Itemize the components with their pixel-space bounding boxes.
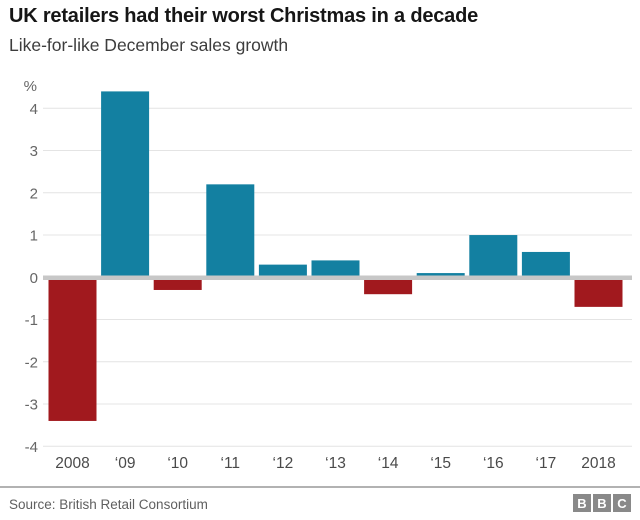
y-axis-tick-label: -1 xyxy=(25,312,38,329)
bbc-logo-block-b1: B xyxy=(573,494,591,512)
y-axis-tick-label: 3 xyxy=(30,143,38,160)
y-axis-tick-label: 2 xyxy=(30,185,38,202)
chart-subtitle: Like-for-like December sales growth xyxy=(9,35,289,55)
source-label: Source: British Retail Consortium xyxy=(9,497,208,512)
bar xyxy=(311,260,360,280)
x-axis-tick-label: ‘17 xyxy=(536,455,557,472)
x-axis-tick-label: 2008 xyxy=(55,455,89,472)
x-axis-tick-label: ‘14 xyxy=(378,455,399,472)
zero-line xyxy=(43,275,632,280)
bar xyxy=(574,275,623,307)
y-axis-unit-label: % xyxy=(24,78,37,95)
chart-title: UK retailers had their worst Christmas i… xyxy=(9,5,479,27)
bbc-logo-block-b2: B xyxy=(593,494,611,512)
bbc-logo-block-c: C xyxy=(613,494,631,512)
x-axis-tick-label: 2018 xyxy=(581,455,615,472)
x-axis-tick-label: ‘12 xyxy=(273,455,294,472)
bar xyxy=(469,235,518,280)
y-axis-tick-label: -3 xyxy=(25,397,38,414)
x-axis-tick-label: ‘13 xyxy=(325,455,346,472)
bar xyxy=(364,275,413,295)
x-axis-tick-label: ‘11 xyxy=(221,455,241,472)
bar xyxy=(48,275,97,421)
x-axis-tick-label: ‘16 xyxy=(483,455,504,472)
y-axis-tick-label: -2 xyxy=(25,354,38,371)
x-axis-tick-label: ‘15 xyxy=(430,455,451,472)
y-axis-tick-label: 0 xyxy=(30,270,38,287)
y-axis-tick-label: 1 xyxy=(30,228,38,245)
bbc-logo: B B C xyxy=(573,494,631,512)
x-axis-tick-label: ‘10 xyxy=(167,455,188,472)
bar xyxy=(101,91,150,281)
x-axis-tick-label: ‘09 xyxy=(115,455,136,472)
bar-chart-plot-area: 4 3 2 1 0 -1 -2 -3 -4% 2008 ‘09 ‘10 ‘11 ‘12 ‘13 ‘14 ‘15 ‘… xyxy=(24,78,632,472)
footer-divider xyxy=(0,486,640,488)
bar xyxy=(206,184,255,280)
bar xyxy=(521,251,570,280)
y-axis-tick-label: 4 xyxy=(30,101,38,118)
y-axis-tick-label: -4 xyxy=(25,439,38,456)
